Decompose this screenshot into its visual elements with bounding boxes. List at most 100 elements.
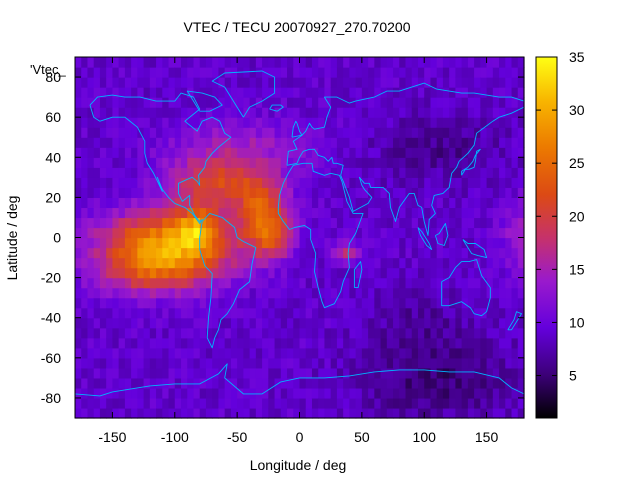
heatmap-cell [299,297,307,309]
heatmap-cell [361,237,369,249]
heatmap-cell [499,237,506,249]
heatmap-cell [411,87,419,98]
heatmap-cell [124,137,132,148]
heatmap-cell [393,77,400,88]
heatmap-cell [274,107,282,118]
heatmap-cell [149,97,157,108]
heatmap-cell [474,107,481,118]
heatmap-cell [93,317,101,329]
heatmap-cell [467,147,475,158]
heatmap-cell [181,167,188,178]
heatmap-cell [218,307,226,319]
heatmap-cell [492,337,500,349]
heatmap-cell [461,357,469,369]
heatmap-cell [336,197,344,209]
heatmap-cell [374,287,382,299]
heatmap-cell [174,127,182,138]
heatmap-cell [181,367,188,379]
heatmap-cell [87,317,95,329]
heatmap-cell [174,177,182,188]
heatmap-cell [305,407,313,419]
heatmap-cell [112,197,120,209]
heatmap-cell [486,167,494,178]
heatmap-cell [499,147,506,158]
heatmap-cell [499,87,506,98]
heatmap-cell [218,397,226,409]
heatmap-cell [99,287,107,299]
heatmap-cell [430,317,438,329]
heatmap-cell [455,347,463,359]
heatmap-cell [368,367,375,379]
heatmap-cell [343,337,350,349]
heatmap-cell [417,327,425,339]
heatmap-cell [349,407,357,419]
heatmap-cell [87,147,95,158]
heatmap-cell [442,307,450,319]
heatmap-cell [124,147,132,158]
heatmap-cell [287,407,294,419]
heatmap-cell [299,67,307,78]
heatmap-cell [324,177,332,188]
heatmap-cell [249,257,257,269]
heatmap-cell [318,387,326,399]
heatmap-cell [268,397,276,409]
heatmap-cell [455,57,463,68]
heatmap-cell [162,387,170,399]
heatmap-cell [324,247,332,259]
heatmap-cell [143,57,151,68]
heatmap-cell [181,267,188,279]
heatmap-cell [243,397,251,409]
heatmap-cell [99,127,107,138]
heatmap-cell [374,307,382,319]
heatmap-cell [411,127,419,138]
heatmap-cell [280,237,288,249]
heatmap-cell [243,327,251,339]
heatmap-cell [81,227,89,239]
heatmap-cell [255,207,263,219]
heatmap-cell [162,307,170,319]
heatmap-cell [511,117,519,128]
heatmap-cell [199,127,207,138]
heatmap-cell [118,237,126,249]
heatmap-cell [405,57,413,68]
heatmap-cell [212,387,220,399]
heatmap-cell [461,207,469,219]
heatmap-cell [424,127,432,138]
heatmap-cell [486,297,494,309]
heatmap-cell [424,77,432,88]
heatmap-cell [386,277,394,289]
heatmap-cell [106,287,114,299]
heatmap-cell [442,67,450,78]
heatmap-cell [386,167,394,178]
coastline-japan [461,148,481,176]
heatmap-cell [511,157,519,168]
heatmap-cell [112,377,120,389]
heatmap-cell [467,407,475,419]
heatmap-cell [349,217,357,229]
heatmap-cell [287,257,294,269]
heatmap-cell [87,177,95,188]
heatmap-cell [118,397,126,409]
heatmap-cell [330,217,338,229]
heatmap-cell [199,247,207,259]
heatmap-cell [99,347,107,359]
heatmap-cell [386,287,394,299]
heatmap-cell [417,77,425,88]
heatmap-cell [237,207,244,219]
heatmap-cell [424,67,432,78]
heatmap-cell [368,207,375,219]
heatmap-cell [75,67,82,78]
heatmap-cell [336,127,344,138]
heatmap-cell [124,307,132,319]
heatmap-cell [517,177,525,188]
heatmap-cell [417,347,425,359]
heatmap-cell [75,347,82,359]
heatmap-cell [411,317,419,329]
heatmap-cell [255,317,263,329]
heatmap-cell [349,187,357,198]
heatmap-cell [492,287,500,299]
heatmap-cell [449,217,457,229]
heatmap-cell [486,117,494,128]
heatmap-cell [237,337,244,349]
heatmap-cell [299,247,307,259]
